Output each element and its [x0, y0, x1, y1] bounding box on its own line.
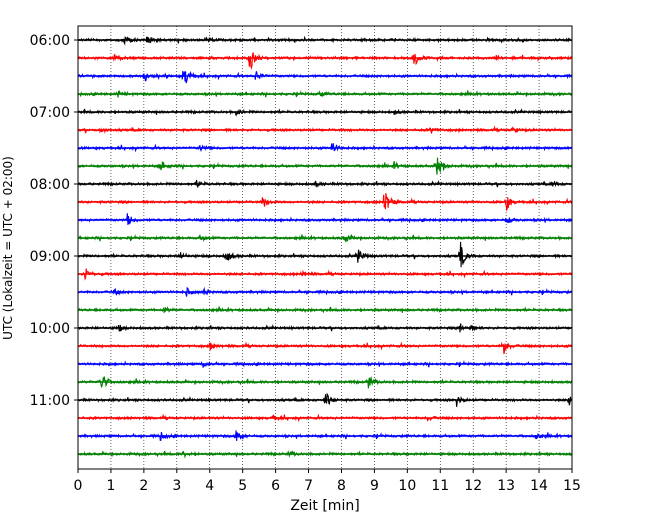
- x-tick-label: 2: [139, 478, 148, 494]
- trace-line: [77, 70, 573, 84]
- traces: [77, 35, 573, 459]
- plot-frame: [77, 25, 573, 470]
- x-tick-label: 10: [398, 478, 416, 494]
- x-tick-label: 7: [304, 478, 313, 494]
- x-tick-label: 11: [431, 478, 449, 494]
- x-tick-label: 8: [337, 478, 346, 494]
- grid-lines: [110, 26, 540, 469]
- x-tick-label: 9: [370, 478, 379, 494]
- y-tick-label: 07:00: [30, 105, 70, 121]
- y-tick-label: 08:00: [30, 177, 70, 193]
- trace-line: [77, 213, 573, 225]
- y-tick-label: 06:00: [30, 33, 70, 49]
- x-tick-label: 6: [271, 478, 280, 494]
- y-tick-label: 10:00: [30, 321, 70, 337]
- x-tick-label: 0: [74, 478, 83, 494]
- x-tick-label: 4: [205, 478, 214, 494]
- y-tick-label: 11:00: [30, 393, 70, 409]
- x-tick-label: 13: [497, 478, 515, 494]
- x-tick-label: 15: [563, 478, 581, 494]
- y-axis-label: UTC (Lokalzeit = UTC + 02:00): [1, 156, 15, 340]
- y-axis-ticks: 06:00 07:00 08:00 09:00 10:00 11:00: [30, 33, 78, 409]
- trace-line: [78, 52, 572, 70]
- x-tick-label: 5: [238, 478, 247, 494]
- y-tick-label: 09:00: [30, 249, 70, 265]
- x-tick-label: 12: [464, 478, 482, 494]
- x-tick-label: 14: [530, 478, 548, 494]
- trace-line: [77, 241, 573, 268]
- trace-line: [77, 143, 573, 153]
- x-axis-ticks: 0 1 2 3 4 5 6 7 8 9 10 11 12 13 14 15: [74, 469, 581, 494]
- x-tick-label: 1: [106, 478, 115, 494]
- trace-line: [77, 341, 573, 354]
- x-axis-label: Zeit [min]: [290, 498, 359, 514]
- x-tick-label: 3: [172, 478, 181, 494]
